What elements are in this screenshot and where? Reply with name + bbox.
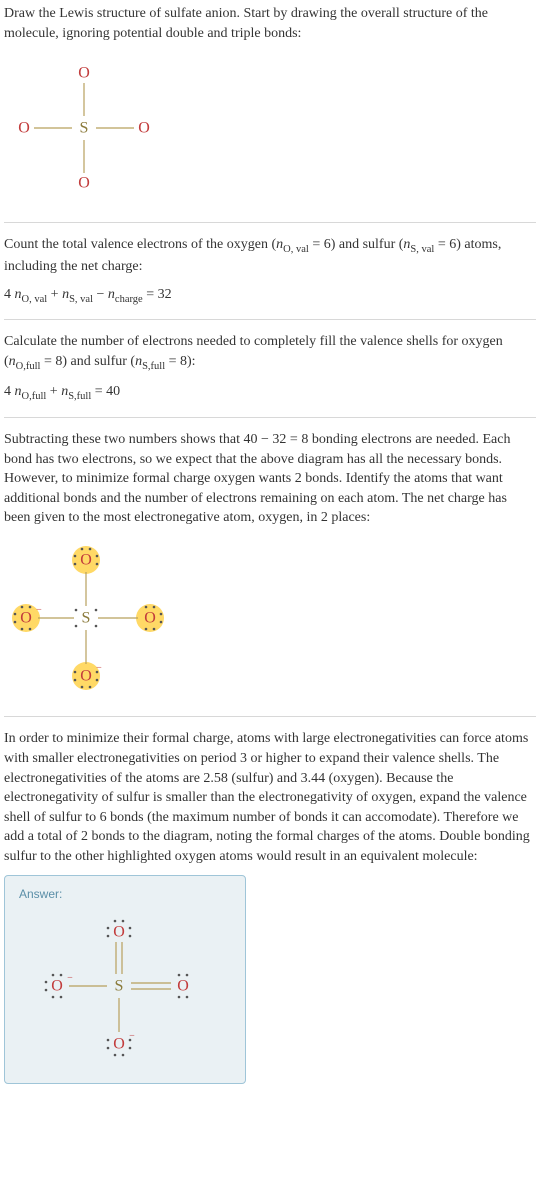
- step3-text: Calculate the number of electrons needed…: [4, 332, 536, 374]
- step5-text: In order to minimize their formal charge…: [4, 729, 536, 866]
- answer-label: Answer:: [19, 886, 231, 903]
- svg-text:−: −: [96, 662, 102, 673]
- svg-text:O: O: [113, 1036, 125, 1053]
- svg-text:O: O: [113, 924, 125, 941]
- svg-text:−: −: [36, 604, 42, 615]
- svg-text:O: O: [177, 978, 189, 995]
- diagram-skeleton: S O O O O: [4, 53, 536, 210]
- divider: [4, 417, 536, 418]
- divider: [4, 716, 536, 717]
- formula-full: 4 nO,full + nS,full = 40: [4, 382, 536, 404]
- answer-box: Answer: S O O O − O −: [4, 875, 246, 1084]
- diagram-lonepairs: S O O O − O −: [4, 538, 536, 705]
- atom-sulfur: S: [80, 120, 89, 137]
- formula-valence: 4 nO, val + nS, val − ncharge = 32: [4, 285, 536, 307]
- svg-text:O: O: [144, 609, 156, 626]
- svg-text:O: O: [80, 551, 92, 568]
- svg-text:−: −: [129, 1031, 135, 1042]
- step4-text: Subtracting these two numbers shows that…: [4, 430, 536, 528]
- divider: [4, 319, 536, 320]
- svg-text:S: S: [82, 609, 91, 626]
- divider: [4, 222, 536, 223]
- intro-text: Draw the Lewis structure of sulfate anio…: [4, 4, 536, 43]
- svg-text:−: −: [67, 973, 73, 984]
- step2-text: Count the total valence electrons of the…: [4, 235, 536, 277]
- atom-oxygen-right: O: [138, 120, 150, 137]
- atom-oxygen-top: O: [78, 65, 90, 82]
- diagram-answer: S O O O − O −: [19, 912, 219, 1062]
- svg-text:O: O: [51, 978, 63, 995]
- atom-oxygen-bottom: O: [78, 175, 90, 192]
- svg-text:S: S: [115, 978, 124, 995]
- atom-oxygen-left: O: [18, 120, 30, 137]
- svg-text:O: O: [80, 667, 92, 684]
- svg-text:O: O: [20, 609, 32, 626]
